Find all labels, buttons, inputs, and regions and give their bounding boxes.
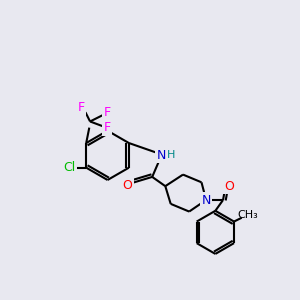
Text: F: F [103,121,111,134]
Text: CH₃: CH₃ [238,210,258,220]
Text: N: N [201,194,211,206]
Text: F: F [77,101,84,114]
Text: F: F [103,106,111,119]
Text: O: O [224,180,234,193]
Text: O: O [123,179,133,192]
Text: N: N [157,149,166,162]
Text: H: H [167,150,175,160]
Text: Cl: Cl [63,161,75,174]
